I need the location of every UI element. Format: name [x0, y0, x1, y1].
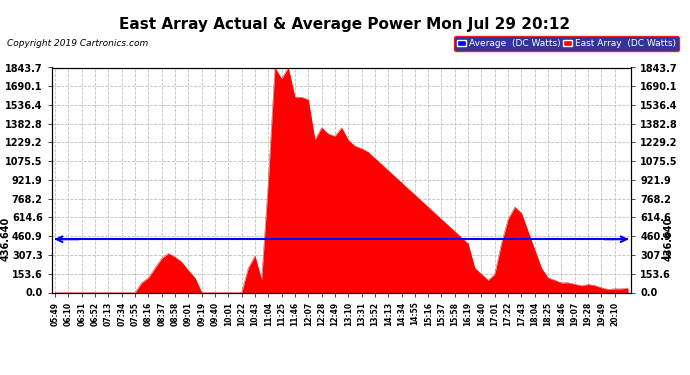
- Text: Copyright 2019 Cartronics.com: Copyright 2019 Cartronics.com: [7, 39, 148, 48]
- Text: 436.640: 436.640: [664, 217, 674, 261]
- Text: 436.640: 436.640: [1, 217, 10, 261]
- Text: East Array Actual & Average Power Mon Jul 29 20:12: East Array Actual & Average Power Mon Ju…: [119, 17, 571, 32]
- Legend: Average  (DC Watts), East Array  (DC Watts): Average (DC Watts), East Array (DC Watts…: [454, 36, 678, 51]
